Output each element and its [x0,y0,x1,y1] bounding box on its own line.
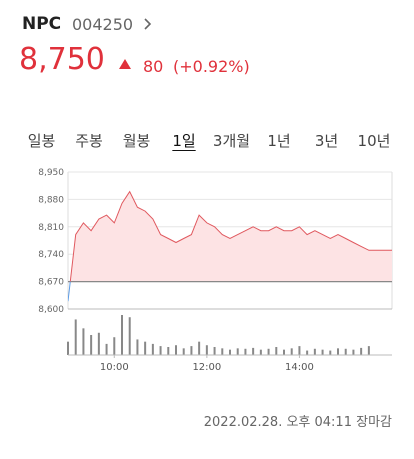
tab[interactable]: 주봉 [75,132,103,150]
up-arrow [119,59,131,69]
volume-bar [144,341,147,355]
volume-bar [267,348,270,355]
tab[interactable]: 1년 [267,132,291,150]
volume-bar [167,347,170,355]
volume-bar [205,345,208,355]
volume-bar [175,345,177,355]
tab[interactable]: 3년 [314,132,339,150]
volume-bar [360,347,363,355]
volume-bar [352,349,355,355]
tab[interactable]: 10년 [357,132,391,150]
volume-bar [298,346,301,355]
volume-bar [329,350,332,355]
price-area [70,191,392,282]
volume-bar [290,348,293,355]
price: 8,750 [19,42,105,77]
timestamp: 2022.02.28. 오후 04:11 장마감 [203,415,392,430]
volume-bar [221,348,224,355]
y-tick-label: 8,810 [38,223,64,233]
y-tick-label: 8,880 [38,195,64,205]
volume-bar [113,337,116,355]
volume-bar [367,346,370,355]
y-tick-label: 8,950 [38,168,64,178]
price-line [69,190,392,282]
volume-bar [321,349,324,355]
volume-bar [121,315,123,355]
volume-bar [136,339,139,355]
volume-bar [229,349,231,355]
volume-bar [236,348,239,355]
volume-bar [344,348,347,355]
stock-name: NPC [22,14,62,34]
volume-bar [190,346,193,355]
volume-bar [252,347,255,355]
tab[interactable]: 월봉 [122,132,151,150]
volume-bar [313,348,316,355]
volume-bar [182,348,185,355]
y-tick-label: 8,740 [38,250,64,260]
y-tick-label: 8,670 [38,278,64,288]
volume-bar [306,350,309,355]
volume-bar [128,317,131,355]
volume-bar [213,347,216,355]
tab[interactable]: 3개월 [212,132,251,150]
stock-code[interactable]: 004250 [72,15,134,34]
change: 80 [143,57,164,76]
tab[interactable]: 1일 [172,132,196,150]
volume-bar [337,348,339,355]
volume-bar [283,349,285,355]
x-tick-label: 10:00 [100,362,129,373]
volume-bar [244,348,247,355]
volume-bar [105,343,108,355]
tab[interactable]: 일봉 [27,132,56,150]
volume-bar [90,335,93,355]
volume-bar [97,332,100,355]
volume-bar [82,328,85,355]
volume-bar [259,349,262,355]
x-tick-label: 12:00 [192,362,221,373]
x-tick-label: 14:00 [285,362,314,373]
chevron [144,18,152,30]
volume-bar [74,319,77,355]
chart: 8,600 8,670 8,740 8,810 8,880 8,950 10:00 12:00… [38,168,393,373]
volume-bar [151,343,154,355]
volume-bar [198,341,201,355]
y-tick-label: 8,600 [38,305,64,315]
volume-bar [275,347,278,355]
change-pct: (+0.92%) [173,57,250,76]
volume-bar [67,341,69,355]
volume-bar [159,346,162,355]
